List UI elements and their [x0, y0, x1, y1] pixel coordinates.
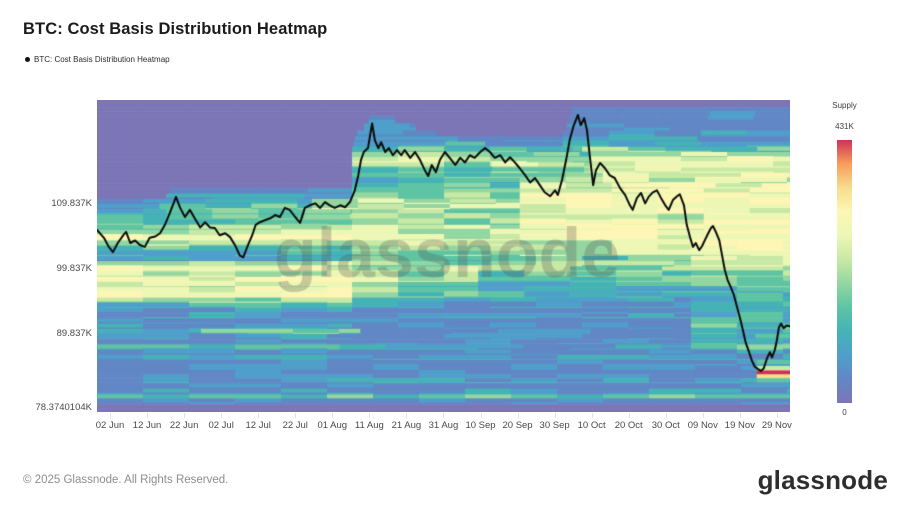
x-axis-tick-mark	[406, 413, 408, 418]
cost-basis-heatmap-canvas[interactable]	[97, 100, 790, 412]
colorbar-title: Supply	[832, 101, 857, 110]
x-axis-tick-mark	[776, 413, 778, 418]
x-axis-tick-label: 02 Jul	[208, 420, 234, 431]
x-axis-tick-label: 09 Nov	[687, 420, 718, 431]
x-axis-tick-label: 01 Aug	[317, 420, 348, 431]
supply-colorbar	[837, 140, 852, 403]
x-axis-tick-label: 19 Nov	[724, 420, 755, 431]
x-axis-tick-label: 02 Jun	[95, 420, 125, 431]
x-axis-tick-mark	[480, 413, 482, 418]
legend-series-label: BTC: Cost Basis Distribution Heatmap	[34, 55, 170, 64]
x-axis-tick-label: 20 Oct	[614, 420, 643, 431]
x-axis-tick-mark	[258, 413, 260, 418]
x-axis-tick-label: 22 Jul	[282, 420, 308, 431]
x-axis-tick-mark	[184, 413, 186, 418]
x-axis-tick-mark	[369, 413, 371, 418]
y-axis-tick-label: 109.837K	[51, 197, 92, 209]
colorbar-min-label: 0	[842, 408, 847, 417]
x-axis-tick-mark	[110, 413, 111, 418]
x-axis-tick-label: 22 Jun	[169, 420, 199, 431]
x-axis-tick-mark	[221, 413, 223, 418]
x-axis-tick-label: 30 Oct	[651, 420, 680, 431]
y-axis-tick-label: 99.837K	[56, 262, 92, 274]
x-axis-tick-mark	[702, 413, 704, 418]
y-axis-tick-label: 78.3740104K	[35, 402, 92, 414]
x-axis-tick-label: 12 Jun	[132, 420, 162, 431]
glassnode-logo: glassnode	[757, 465, 888, 495]
x-axis-tick-mark	[665, 413, 667, 418]
copyright-text: © 2025 Glassnode. All Rights Reserved.	[23, 474, 229, 486]
x-axis-tick-mark	[739, 413, 741, 418]
x-axis-tick-mark	[517, 413, 519, 418]
colorbar-max-label: 431K	[835, 122, 854, 131]
x-axis-tick-mark	[554, 413, 556, 418]
x-axis-tick-label: 31 Aug	[428, 420, 459, 431]
x-axis-tick-label: 10 Oct	[577, 420, 606, 431]
x-axis-tick-mark	[628, 413, 630, 418]
legend-series-dot-icon	[25, 57, 30, 62]
y-axis-tick-label: 89.837K	[56, 327, 92, 339]
x-axis-tick-mark	[443, 413, 445, 418]
x-axis-tick-label: 12 Jul	[245, 420, 271, 431]
x-axis-tick-mark	[332, 413, 334, 418]
x-axis-tick-mark	[295, 413, 297, 418]
x-axis-tick-label: 11 Aug	[354, 420, 384, 431]
x-axis-tick-label: 29 Nov	[761, 420, 792, 431]
page-title: BTC: Cost Basis Distribution Heatmap	[23, 20, 328, 38]
legend[interactable]: BTC: Cost Basis Distribution Heatmap	[25, 55, 170, 64]
x-axis-tick-mark	[147, 413, 149, 418]
x-axis-tick-label: 30 Sep	[539, 420, 570, 431]
x-axis-tick-mark	[591, 413, 593, 418]
x-axis-tick-label: 20 Sep	[502, 420, 533, 431]
x-axis-tick-label: 21 Aug	[391, 420, 422, 431]
x-axis-tick-label: 10 Sep	[465, 420, 496, 431]
